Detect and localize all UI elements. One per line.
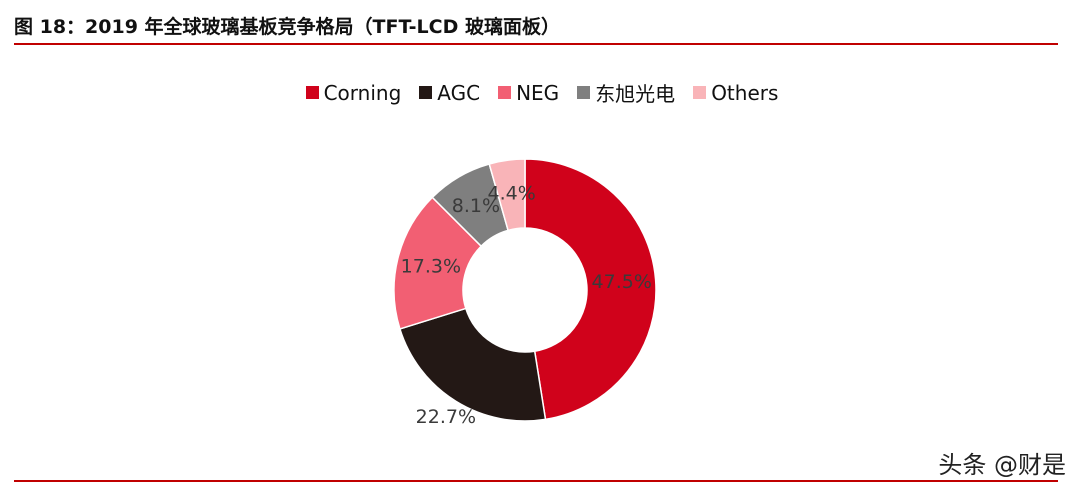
- legend-item: Corning: [305, 78, 402, 107]
- bottom-divider: [14, 480, 1058, 482]
- legend-item: 东旭光电: [577, 78, 675, 107]
- legend-label: Others: [711, 80, 779, 105]
- legend-swatch: [419, 86, 433, 99]
- legend-label: Corning: [323, 80, 402, 105]
- donut-slice-2: [398, 307, 547, 422]
- slice-data-label: 22.7%: [416, 406, 476, 428]
- legend-item: AGC: [419, 78, 480, 107]
- legend-swatch: [577, 86, 591, 99]
- legend-swatch: [305, 86, 319, 99]
- slice-data-label: 17.3%: [401, 255, 461, 277]
- legend-label: NEG: [516, 80, 560, 105]
- slice-data-label: 4.4%: [487, 182, 535, 204]
- chart-legend: Corning AGC NEG 东旭光电 Others: [0, 78, 1084, 107]
- legend-swatch: [498, 86, 512, 99]
- slice-data-label: 47.5%: [592, 271, 652, 293]
- legend-item: NEG: [498, 78, 559, 107]
- donut-slice-1: [524, 158, 657, 421]
- legend-swatch: [693, 86, 707, 99]
- slice-data-label: 8.1%: [452, 195, 500, 217]
- legend-item: Others: [693, 78, 778, 107]
- chart-title: 图 18：2019 年全球玻璃基板竞争格局（TFT-LCD 玻璃面板）: [14, 16, 560, 38]
- legend-label: 东旭光电: [595, 82, 676, 106]
- title-divider: [14, 43, 1058, 45]
- watermark-text: 头条 @财是: [938, 451, 1066, 479]
- donut-slice-5: [488, 158, 526, 232]
- legend-label: AGC: [437, 80, 481, 105]
